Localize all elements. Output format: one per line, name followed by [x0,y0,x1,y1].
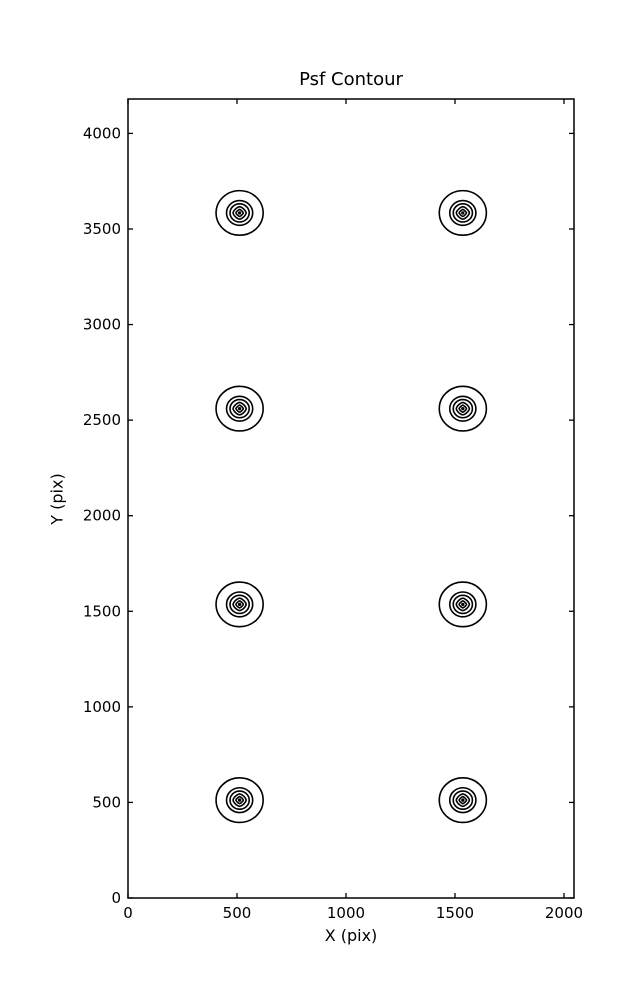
x-tick-label: 2000 [545,904,583,922]
y-tick-label: 1500 [83,602,121,620]
contour-ring [225,786,254,814]
contour-ring [458,208,468,218]
axes-frame [127,98,575,899]
y-tick-label: 4000 [83,124,121,142]
contour-ring [215,581,264,628]
contour-ring [225,395,254,422]
contour-ring [455,401,471,416]
contour-ring [458,404,468,414]
contour-ring [458,600,468,609]
contour-ring [455,205,471,220]
psf-contour-group [215,189,264,237]
contour-ring [229,594,250,615]
contour-ring [215,385,264,432]
contour-ring [461,406,465,411]
contour-ring [235,600,245,609]
contour-ring [461,602,465,607]
contour-ring [455,793,471,808]
x-tick-label: 1000 [327,904,365,922]
contour-ring [455,597,471,612]
contour-ring [237,406,242,411]
y-tick-label: 3000 [83,316,121,334]
psf-contour-group [215,777,264,824]
contour-ring [215,777,264,824]
contour-ring [452,203,474,223]
contour-ring [237,602,242,607]
y-tick-label: 0 [111,889,121,907]
contour-ring [461,798,465,802]
contour-ring [232,597,247,612]
contour-ring [235,404,245,414]
contour-ring [438,189,488,237]
x-axis-label: X (pix) [324,926,378,945]
y-tick-label: 2500 [83,411,121,429]
y-tick-label: 1000 [83,698,121,716]
contour-ring [232,205,247,220]
psf-contour-group [215,581,264,628]
y-tick-label: 3500 [83,220,121,238]
contour-ring [448,786,477,814]
contour-ring [452,790,474,811]
contour-ring [229,790,250,811]
contour-ring [448,591,477,618]
contour-ring [229,398,250,419]
psf-contour-group [438,581,488,628]
contour-ring [229,203,250,223]
contour-ring [438,581,488,628]
contour-ring [438,385,488,432]
x-tick-label: 500 [223,904,252,922]
psf-contour-group [438,777,488,824]
psf-contour-group [215,385,264,432]
contour-ring [225,199,254,227]
contour-ring [232,793,247,808]
x-tick-label: 0 [123,904,133,922]
chart-title: Psf Contour [299,69,403,90]
contour-ring [458,795,468,805]
x-tick-label: 1500 [436,904,474,922]
contour-ring [448,395,477,422]
contour-ring [461,211,465,215]
psf-contour-group [438,189,488,237]
contour-ring [232,401,247,416]
contour-ring [452,398,474,419]
contour-ring [215,189,264,237]
contour-ring [235,795,245,805]
contour-ring [448,199,477,227]
y-tick-label: 500 [92,793,121,811]
contour-ring [237,798,242,802]
contour-ring [237,211,242,215]
contour-ring [452,594,474,615]
contour-ring [438,777,488,824]
contour-ring [225,591,254,618]
contour-ring [235,208,245,218]
psf-contour-group [438,385,488,432]
y-tick-label: 2000 [83,507,121,525]
